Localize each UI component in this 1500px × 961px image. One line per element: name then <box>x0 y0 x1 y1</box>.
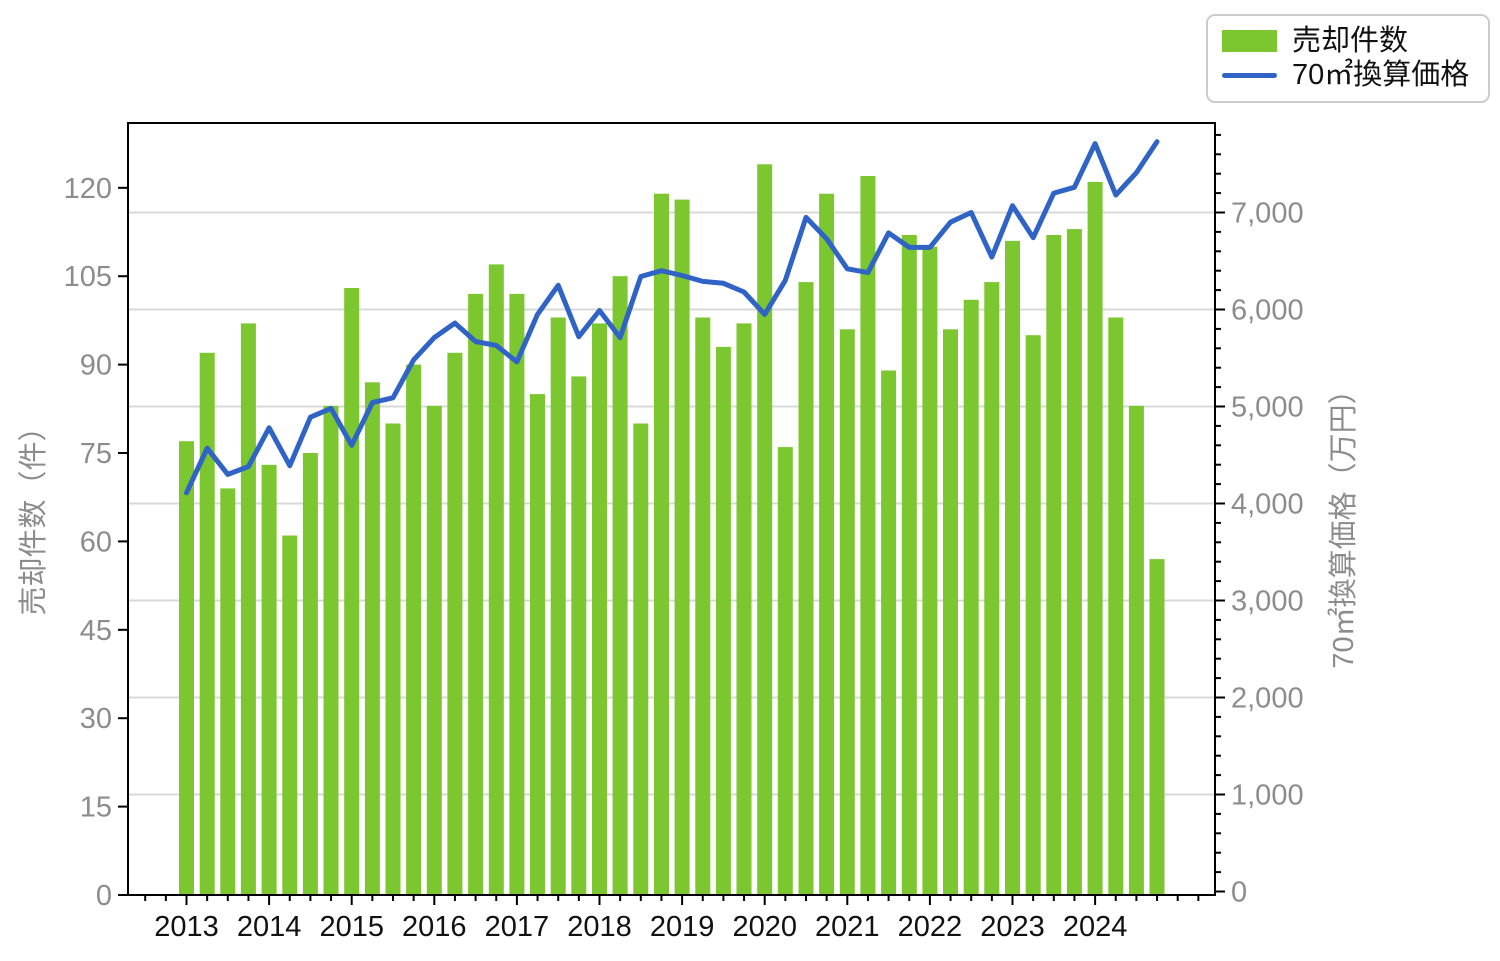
bar-2022Q3 <box>963 299 979 895</box>
bar-2015Q1 <box>344 288 360 895</box>
right-tick-label-7,000: 7,000 <box>1231 198 1304 230</box>
bar-2016Q2 <box>447 352 463 895</box>
x-tick-label-2023: 2023 <box>980 911 1045 943</box>
left-tick-label-30: 30 <box>80 703 112 735</box>
x-tick-label-2013: 2013 <box>154 911 219 943</box>
bar-2021Q1 <box>839 329 855 895</box>
bar-2016Q4 <box>488 264 504 895</box>
right-tick-label-4,000: 4,000 <box>1231 489 1304 521</box>
y-axis-left: 0 15 30 45 60 75 90 105 120 <box>64 173 128 912</box>
legend-item-sales-count: 売却件数 <box>1222 24 1488 57</box>
bar-2020Q1 <box>757 164 773 896</box>
bar-2019Q2 <box>695 317 711 895</box>
bar-2017Q4 <box>571 376 587 895</box>
right-tick-label-2,000: 2,000 <box>1231 683 1304 715</box>
x-tick-label-2016: 2016 <box>402 911 467 943</box>
left-tick-label-0: 0 <box>96 880 112 912</box>
bar-2024Q4 <box>1149 559 1165 895</box>
legend-line-swatch-icon <box>1222 73 1277 79</box>
bar-2022Q1 <box>922 246 938 896</box>
bar-2013Q3 <box>220 488 236 895</box>
left-tick-label-75: 75 <box>80 438 112 470</box>
bar-2015Q4 <box>406 364 422 896</box>
plot-border <box>127 122 1216 896</box>
bar-2019Q3 <box>715 346 731 895</box>
legend-label-sales-count: 売却件数 <box>1292 24 1409 57</box>
bar-2023Q3 <box>1046 235 1062 895</box>
bar-2015Q2 <box>364 382 380 895</box>
bar-2021Q4 <box>901 235 917 895</box>
bar-2020Q3 <box>798 282 814 896</box>
x-tick-label-2020: 2020 <box>732 911 797 943</box>
left-tick-label-120: 120 <box>64 173 112 205</box>
left-tick-label-15: 15 <box>80 792 112 824</box>
bar-2014Q3 <box>302 453 318 895</box>
bar-2013Q4 <box>240 323 256 895</box>
bar-2018Q3 <box>633 423 649 895</box>
bar-2018Q1 <box>592 323 607 895</box>
bar-2017Q2 <box>530 394 545 895</box>
bar-2017Q3 <box>550 317 566 895</box>
bar-2017Q1 <box>509 293 525 895</box>
y-axis-right: 0 1,000 2,000 3,000 4,000 5,000 6,000 7,000 <box>1215 133 1304 909</box>
bar-2023Q1 <box>1005 240 1020 895</box>
x-tick-label-2021: 2021 <box>815 911 880 943</box>
right-tick-label-1,000: 1,000 <box>1231 780 1304 812</box>
x-tick-label-2024: 2024 <box>1063 911 1128 943</box>
price-line <box>184 139 1160 496</box>
bar-2021Q2 <box>860 176 876 895</box>
x-axis: 2013 2014 2015 2016 2017 2018 2019 2020 2021 2022… <box>144 895 1200 943</box>
right-tick-label-3,000: 3,000 <box>1231 586 1304 618</box>
bar-2023Q2 <box>1025 335 1041 895</box>
bar-2013Q1 <box>179 441 194 895</box>
bar-2013Q2 <box>199 352 215 895</box>
x-tick-label-2014: 2014 <box>237 911 302 943</box>
bar-2024Q3 <box>1128 405 1144 895</box>
left-axis-title: 売却件数（件） <box>18 412 50 616</box>
bar-2019Q4 <box>736 323 752 895</box>
bar-2020Q2 <box>777 447 793 895</box>
bar-2018Q2 <box>612 276 628 895</box>
left-tick-label-90: 90 <box>80 350 112 382</box>
x-tick-label-2018: 2018 <box>567 911 632 943</box>
right-tick-label-0: 0 <box>1231 877 1247 909</box>
bar-2022Q4 <box>984 282 1000 896</box>
bar-2023Q4 <box>1066 229 1082 896</box>
bar-2015Q3 <box>385 423 401 895</box>
bar-2018Q4 <box>654 193 669 895</box>
bar-2014Q1 <box>261 464 277 895</box>
x-tick-label-2019: 2019 <box>650 911 715 943</box>
x-tick-label-2017: 2017 <box>485 911 550 943</box>
right-tick-label-5,000: 5,000 <box>1231 392 1304 424</box>
bar-2022Q2 <box>943 329 958 895</box>
left-tick-label-45: 45 <box>80 615 112 647</box>
bar-2016Q1 <box>426 405 442 895</box>
bar-2019Q1 <box>674 199 690 896</box>
left-tick-label-105: 105 <box>64 261 112 293</box>
bar-2020Q4 <box>819 193 835 895</box>
x-tick-label-2015: 2015 <box>319 911 384 943</box>
bar-2014Q4 <box>323 405 339 895</box>
legend-item-price: 70㎡換算価格 <box>1222 61 1488 90</box>
bar-2024Q1 <box>1087 181 1103 895</box>
left-tick-label-60: 60 <box>80 526 112 558</box>
x-tick-label-2022: 2022 <box>898 911 963 943</box>
bar-2021Q3 <box>881 370 897 895</box>
legend: 売却件数 70㎡換算価格 <box>1206 14 1490 103</box>
right-tick-label-6,000: 6,000 <box>1231 295 1304 327</box>
right-axis-title: 70㎡換算価格（万円） <box>1328 375 1360 669</box>
bar-2024Q2 <box>1108 317 1124 895</box>
bar-2014Q2 <box>282 535 298 895</box>
bar-2016Q3 <box>468 293 484 895</box>
legend-label-price: 70㎡換算価格 <box>1292 59 1470 92</box>
legend-bar-swatch-icon <box>1222 30 1277 53</box>
